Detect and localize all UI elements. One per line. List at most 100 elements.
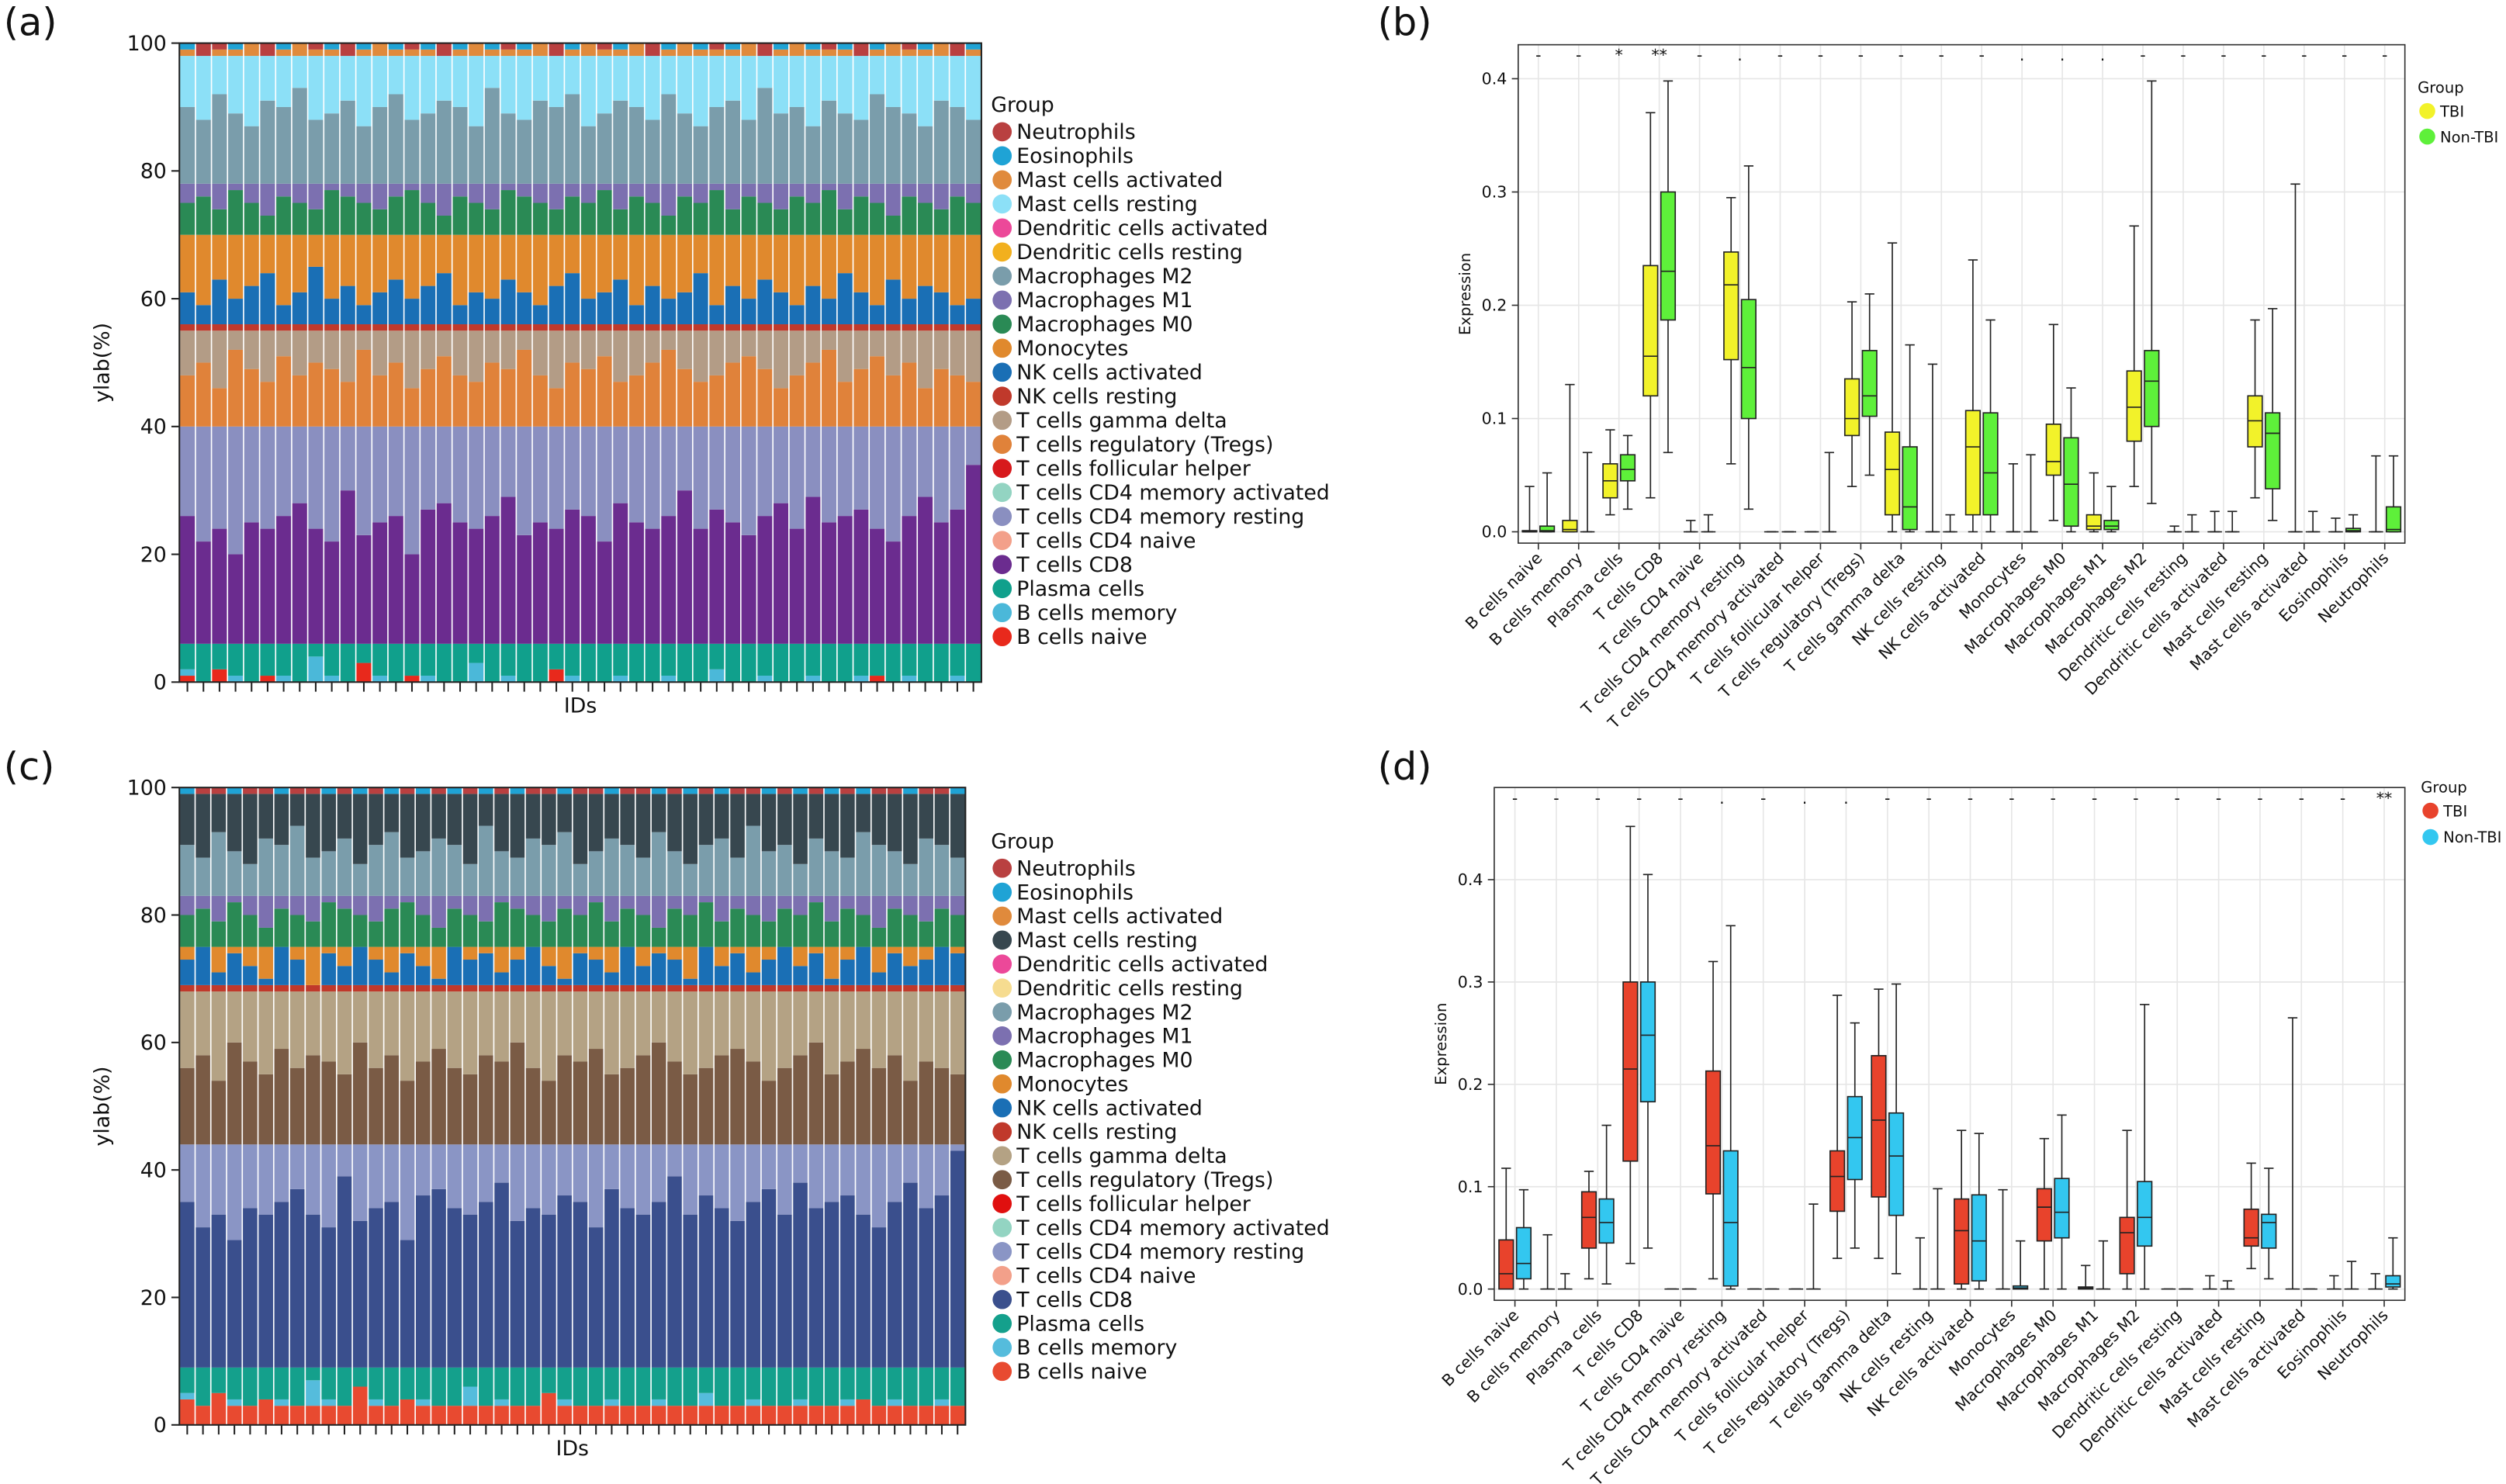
bar-segment	[730, 1049, 745, 1145]
box	[1843, 378, 1860, 437]
bar-segment	[337, 966, 352, 985]
bar-segment	[274, 1202, 289, 1368]
bar-segment	[746, 1367, 761, 1399]
bar-segment	[661, 426, 677, 517]
bar-segment	[484, 88, 500, 184]
bar-segment	[565, 643, 580, 676]
bar-segment	[565, 56, 580, 95]
legend-swatch	[992, 218, 1012, 238]
bar-segment	[244, 234, 259, 286]
bar-segment	[693, 643, 708, 683]
bar-segment	[777, 1367, 792, 1406]
legend-swatch	[992, 1146, 1012, 1166]
bar-segment	[853, 56, 869, 120]
bar-segment	[388, 49, 403, 57]
legend-swatch	[992, 1313, 1012, 1334]
bar-segment	[588, 787, 604, 794]
bar-segment	[604, 794, 619, 839]
bar-segment	[709, 106, 725, 184]
bar-segment	[903, 895, 918, 915]
bar-segment	[725, 49, 740, 57]
bar-segment	[757, 368, 773, 427]
significance-label: -	[2261, 46, 2266, 64]
bar-segment	[950, 1144, 965, 1151]
bar-segment	[683, 863, 698, 896]
bar-segment	[388, 279, 403, 325]
bar-segment	[966, 382, 981, 427]
bar-segment	[369, 787, 383, 794]
bar-segment	[789, 330, 805, 375]
bar-segment	[950, 234, 965, 306]
bar-segment	[698, 794, 714, 846]
bar-segment	[777, 1406, 792, 1425]
bar-segment	[308, 528, 324, 644]
bar-segment	[500, 190, 516, 235]
bar-segment	[260, 234, 275, 274]
bar-segment	[837, 516, 853, 644]
bar-segment	[436, 215, 452, 235]
bar-segment	[452, 330, 468, 375]
bar-segment	[613, 643, 628, 676]
bar-segment	[793, 787, 808, 794]
bar-segment	[777, 1067, 792, 1145]
bar-segment	[447, 908, 462, 947]
bar-segment	[714, 794, 729, 839]
bar-segment	[306, 895, 320, 922]
bar-segment	[950, 915, 965, 947]
bar-segment	[635, 966, 651, 985]
bar-segment	[196, 362, 211, 427]
bar-segment	[902, 676, 917, 683]
bar-segment	[777, 794, 792, 846]
significance-label: -	[2140, 46, 2145, 64]
bar-segment	[761, 851, 777, 896]
bar-segment	[840, 984, 855, 992]
bar-segment	[856, 1399, 871, 1425]
bar-segment	[871, 972, 887, 985]
bar-segment	[276, 43, 292, 50]
bar-segment	[306, 1214, 320, 1368]
bar-segment	[308, 656, 324, 683]
bar-segment	[885, 234, 901, 280]
bar-segment	[510, 857, 525, 896]
legend-swatch	[992, 1122, 1012, 1142]
bar-segment	[918, 426, 933, 497]
bar-segment	[730, 953, 745, 985]
legend-label: T cells regulatory (Tregs)	[1016, 433, 1273, 457]
bar-segment	[757, 324, 773, 331]
bar-segment	[885, 183, 901, 216]
bar-segment	[903, 1182, 918, 1368]
bar-segment	[494, 1061, 509, 1145]
bar-segment	[885, 375, 901, 427]
bar-segment	[352, 1042, 368, 1145]
bar-segment	[494, 902, 509, 947]
bar-segment	[517, 49, 532, 57]
bar-segment	[557, 978, 572, 985]
bar-segment	[966, 49, 981, 57]
bar-segment	[356, 43, 372, 50]
bar-segment	[260, 330, 275, 382]
bar-segment	[698, 984, 714, 992]
bar-segment	[822, 324, 837, 331]
legend-swatch	[992, 290, 1012, 310]
bar-segment	[628, 196, 644, 235]
bar-segment	[714, 991, 729, 1056]
bar-segment	[196, 1367, 210, 1406]
panel-label: (a)	[4, 0, 57, 44]
bar-segment	[667, 851, 682, 896]
bar-segment	[757, 43, 773, 57]
bar-segment	[352, 1220, 368, 1368]
significance-label: .	[1719, 789, 1725, 808]
bar-segment	[856, 1049, 871, 1145]
bar-segment	[260, 215, 275, 235]
bar-segment	[604, 946, 619, 973]
legend-label: Plasma cells	[1016, 1312, 1144, 1336]
bar-segment	[773, 49, 789, 57]
bar-segment	[871, 991, 887, 1068]
bar-segment	[934, 1144, 950, 1196]
bar-segment	[635, 895, 651, 915]
bar-segment	[635, 984, 651, 992]
bar-segment	[725, 43, 740, 50]
bar-segment	[746, 1061, 761, 1145]
bar-segment	[887, 984, 902, 992]
bar-segment	[871, 927, 887, 947]
